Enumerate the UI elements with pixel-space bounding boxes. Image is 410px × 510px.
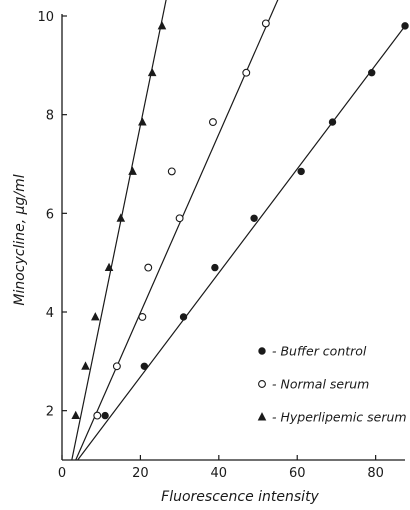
data-point-series-3	[128, 166, 137, 175]
x-tick-label: 20	[132, 466, 149, 481]
data-point-series-2	[93, 411, 102, 420]
y-tick-label: 8	[46, 109, 54, 124]
data-point-series-1	[140, 362, 149, 370]
x-ticks: 0 20 40 60 80	[58, 455, 384, 481]
legend: - Buffer control - Normal serum - Hyperlip…	[257, 344, 407, 425]
data-point-series-3	[71, 410, 81, 420]
y-ticks: 2 4 6 8 10	[37, 10, 67, 420]
data-point-series-1	[328, 118, 337, 126]
data-point-series-1	[368, 69, 376, 77]
data-point-series-3	[138, 117, 147, 126]
y-axis-title: Minocycline, μg/ml	[12, 174, 28, 305]
x-tick-label: 40	[211, 466, 228, 481]
data-point-series-3	[104, 262, 114, 272]
data-point-series-2	[144, 263, 153, 272]
data-point-series-1	[401, 22, 409, 30]
data-point-series-1	[101, 411, 109, 420]
data-point-series-3	[91, 312, 100, 321]
y-tick-label: 2	[46, 405, 54, 420]
legend-label-2: - Normal serum	[272, 377, 369, 392]
data-point-series-2	[242, 68, 251, 77]
legend-label-3: - Hyperlipemic serum	[272, 410, 407, 425]
data-point-series-3	[157, 21, 167, 30]
data-point-series-2	[167, 167, 176, 176]
data-point-series-1	[211, 263, 219, 272]
data-point-series-2	[261, 19, 270, 28]
data-point-series-1	[297, 167, 305, 176]
y-tick-label: 6	[46, 207, 54, 222]
x-tick-label: 80	[367, 466, 384, 481]
legend-label-1: - Buffer control	[272, 344, 367, 359]
data-point-series-3	[81, 361, 90, 370]
x-axis-title: Fluorescence intensity	[161, 489, 319, 505]
data-point-series-2	[175, 214, 184, 223]
legend-marker-1	[258, 347, 266, 355]
data-point-series-2	[138, 312, 147, 321]
legend-marker-2	[258, 380, 266, 388]
fit-line-1	[77, 23, 407, 460]
x-tick-label: 0	[58, 466, 66, 481]
data-point-series-3	[147, 67, 157, 77]
fit-line-3	[71, 0, 167, 460]
data-points	[71, 19, 409, 420]
data-point-series-2	[112, 362, 121, 371]
legend-marker-3	[257, 412, 267, 421]
y-tick-label: 10	[37, 10, 54, 25]
data-point-series-1	[250, 214, 258, 222]
y-tick-label: 4	[46, 306, 54, 321]
data-point-series-1	[179, 313, 188, 321]
x-tick-label: 60	[289, 466, 306, 481]
data-point-series-3	[116, 213, 126, 222]
data-point-series-2	[208, 118, 217, 127]
